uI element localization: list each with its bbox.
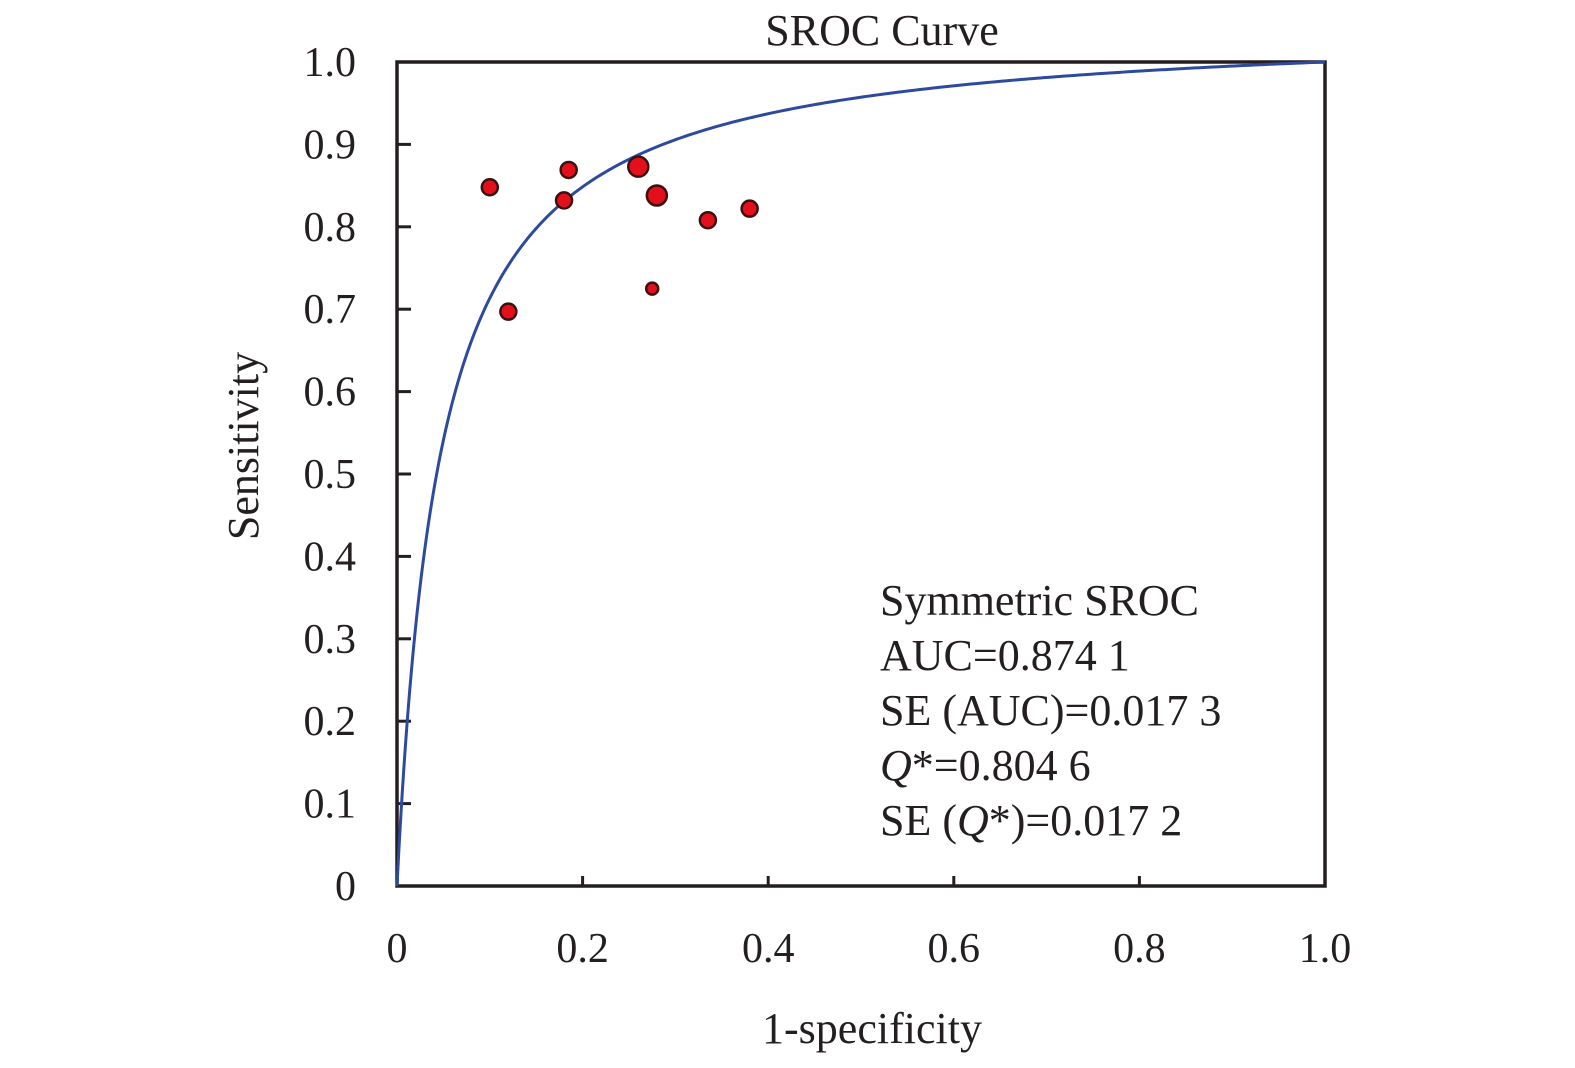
- y-tick-label: 0.1: [304, 782, 357, 828]
- study-point: [740, 199, 759, 218]
- x-axis: 0 0.2 0.4 0.6 0.8 1.0: [387, 876, 1352, 972]
- q-star-value: *=0.804 6: [912, 741, 1091, 790]
- y-tick-label: 0.5: [304, 452, 357, 498]
- y-axis: 0 0.1 0.2 0.3 0.4 0.5 0.6 0.7 0.8 0.9 1.0: [304, 40, 411, 910]
- y-tick-label: 0.7: [304, 287, 357, 333]
- x-tick-label: 0.2: [556, 926, 609, 972]
- y-axis-label: Sensitivity: [219, 352, 268, 540]
- se-q-suffix: *)=0.017 2: [989, 796, 1182, 845]
- x-tick-label: 0.8: [1113, 926, 1166, 972]
- study-point: [554, 191, 574, 210]
- y-tick-label: 1.0: [304, 40, 357, 86]
- annotation-box: Symmetric SROC AUC=0.874 1 SE (AUC)=0.01…: [880, 576, 1221, 845]
- annotation-auc: AUC=0.874 1: [880, 631, 1130, 680]
- y-tick-label: 0.2: [304, 699, 357, 745]
- study-point: [559, 160, 578, 180]
- plot-frame: [395, 60, 1327, 888]
- annotation-q-star: Q*=0.804 6: [880, 741, 1091, 790]
- annotation-se-auc: SE (AUC)=0.017 3: [880, 686, 1221, 735]
- y-tick-label: 0.8: [304, 205, 357, 251]
- se-q-prefix: SE (: [880, 796, 957, 845]
- y-tick-label: 0.4: [304, 534, 357, 580]
- sroc-curve: [395, 60, 1326, 887]
- x-tick-label: 0.6: [928, 926, 981, 972]
- plot-area: [395, 60, 1327, 888]
- y-tick-label: 0: [335, 864, 356, 910]
- y-tick-label: 0.3: [304, 617, 357, 663]
- study-point: [627, 155, 650, 178]
- study-points: [480, 155, 759, 321]
- study-point: [499, 302, 518, 321]
- x-axis-label: 1-specificity: [762, 1004, 982, 1053]
- study-point: [644, 281, 660, 296]
- se-q-symbol: Q: [957, 796, 989, 845]
- q-symbol: Q: [880, 741, 912, 790]
- study-point: [645, 184, 669, 207]
- y-tick-label: 0.6: [304, 370, 357, 416]
- y-tick-label: 0.9: [304, 122, 357, 168]
- study-point: [698, 210, 718, 230]
- x-tick-label: 1.0: [1299, 926, 1352, 972]
- annotation-heading: Symmetric SROC: [880, 576, 1199, 625]
- x-tick-label: 0: [387, 926, 408, 972]
- annotation-se-q-star: SE (Q*)=0.017 2: [880, 796, 1182, 845]
- study-point: [480, 177, 500, 197]
- x-tick-label: 0.4: [742, 926, 795, 972]
- chart-title: SROC Curve: [765, 6, 998, 55]
